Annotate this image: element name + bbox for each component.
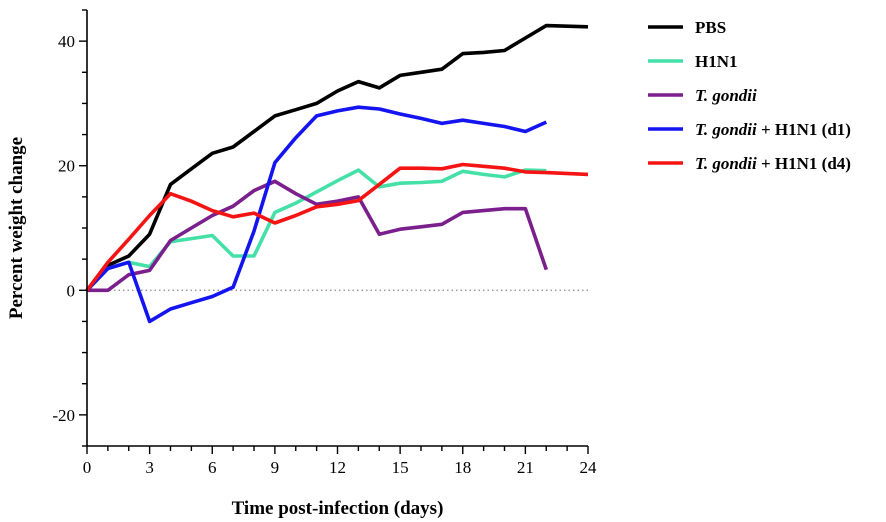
y-tick-label: -20 (52, 406, 75, 425)
plot-area (85, 23, 589, 324)
y-tick-label: 0 (67, 281, 76, 300)
legend: PBS H1N1 T. gondii T. gondii + H1N1 (d1) T. … (648, 18, 851, 173)
series-line-1 (85, 168, 547, 292)
series-line-2 (87, 179, 549, 293)
x-tick-label: 12 (329, 458, 346, 477)
x-tick-label: 21 (517, 458, 534, 477)
x-tick-label: 24 (580, 458, 598, 477)
legend-label-4: T. gondii + H1N1 (d4) (695, 154, 851, 173)
series-line-0 (85, 23, 589, 292)
x-tick-label: 15 (392, 458, 409, 477)
x-tick-label: 0 (83, 458, 92, 477)
x-tick-label: 18 (454, 458, 471, 477)
axes: 0 3 6 9 12 15 18 21 24 -20 0 20 40 (52, 9, 598, 477)
y-tick-label: 40 (58, 32, 75, 51)
y-tick-label: 20 (58, 157, 75, 176)
legend-label-3: T. gondii + H1N1 (d1) (695, 120, 851, 139)
series-line-4 (85, 162, 589, 292)
legend-label-0: PBS (695, 18, 726, 37)
legend-label-2: T. gondii (695, 86, 757, 105)
y-axis-title: Percent weight change (6, 137, 27, 319)
legend-label-1: H1N1 (695, 52, 738, 71)
x-tick-label: 3 (145, 458, 154, 477)
x-axis-title: Time post-infection (days) (232, 498, 444, 519)
series-line-3 (85, 105, 548, 324)
x-tick-label: 6 (208, 458, 217, 477)
x-tick-label: 9 (271, 458, 280, 477)
